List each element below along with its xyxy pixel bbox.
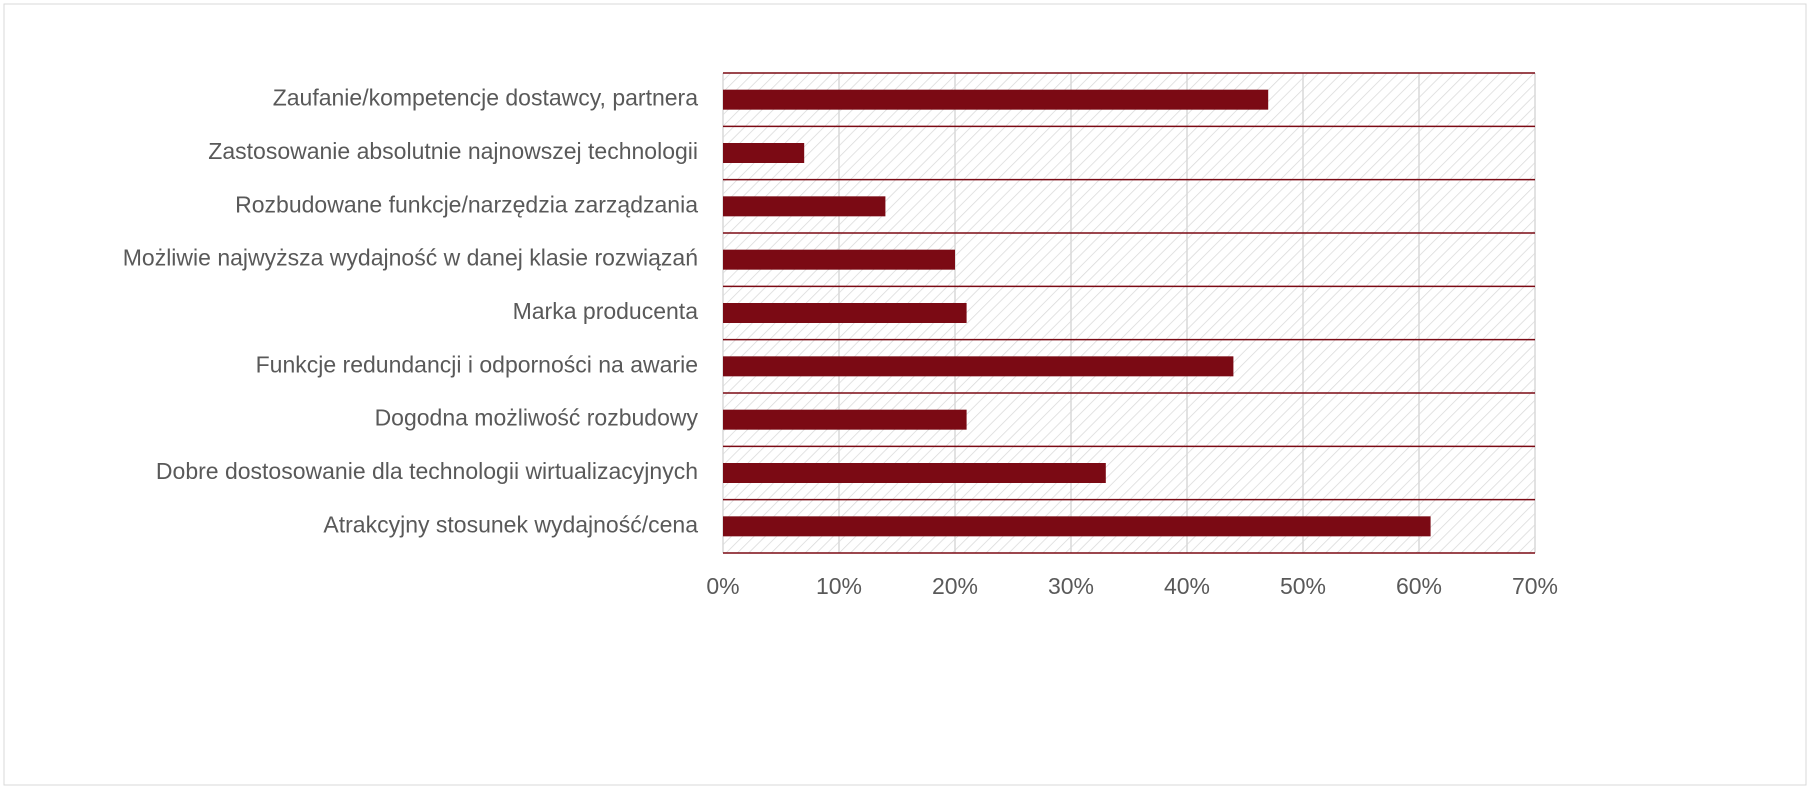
x-tick-label: 50% bbox=[1280, 573, 1326, 599]
y-tick-label: Dogodna możliwość rozbudowy bbox=[375, 405, 699, 431]
y-tick-label: Dobre dostosowanie dla technologii wirtu… bbox=[156, 458, 698, 484]
bar bbox=[723, 196, 886, 217]
bar bbox=[723, 516, 1431, 537]
x-tick-label: 60% bbox=[1396, 573, 1442, 599]
x-tick-label: 0% bbox=[706, 573, 739, 599]
y-tick-label: Możliwie najwyższa wydajność w danej kla… bbox=[123, 245, 698, 271]
x-tick-label: 10% bbox=[816, 573, 862, 599]
x-tick-label: 40% bbox=[1164, 573, 1210, 599]
bar bbox=[723, 303, 967, 323]
bar bbox=[723, 143, 805, 163]
y-tick-label: Atrakcyjny stosunek wydajność/cena bbox=[323, 511, 698, 537]
bar bbox=[723, 89, 1269, 110]
bar bbox=[723, 409, 967, 430]
y-tick-label: Zastosowanie absolutnie najnowszej techn… bbox=[208, 138, 698, 164]
x-tick-label: 20% bbox=[932, 573, 978, 599]
bar bbox=[723, 249, 955, 270]
y-tick-label: Funkcje redundancji i odporności na awar… bbox=[256, 351, 698, 377]
bar bbox=[723, 356, 1234, 377]
y-tick-label: Marka producenta bbox=[513, 298, 699, 324]
y-tick-label: Zaufanie/kompetencje dostawcy, partnera bbox=[273, 85, 699, 111]
y-tick-label: Rozbudowane funkcje/narzędzia zarządzani… bbox=[235, 191, 698, 217]
x-tick-label: 30% bbox=[1048, 573, 1094, 599]
x-tick-label: 70% bbox=[1512, 573, 1558, 599]
bar bbox=[723, 463, 1106, 483]
